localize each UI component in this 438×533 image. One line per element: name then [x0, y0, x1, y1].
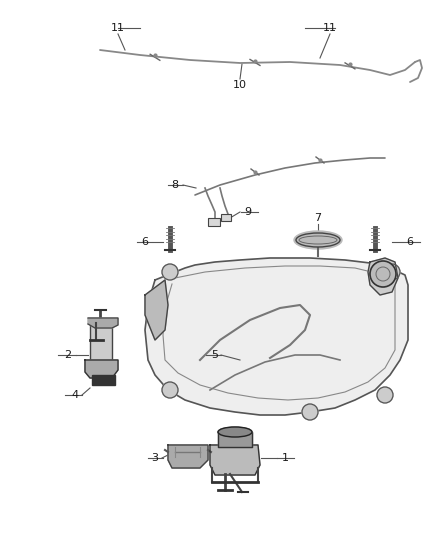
Text: 8: 8 — [171, 180, 179, 190]
Circle shape — [302, 404, 318, 420]
Text: 1: 1 — [282, 453, 289, 463]
Circle shape — [370, 261, 396, 287]
Text: 11: 11 — [323, 23, 337, 33]
Text: 9: 9 — [244, 207, 251, 217]
Polygon shape — [168, 445, 208, 468]
Polygon shape — [218, 432, 252, 447]
Polygon shape — [85, 360, 118, 378]
Polygon shape — [88, 318, 118, 328]
Polygon shape — [145, 258, 408, 415]
Circle shape — [377, 387, 393, 403]
Circle shape — [384, 264, 400, 280]
Ellipse shape — [218, 427, 252, 437]
Text: 5: 5 — [212, 350, 219, 360]
Polygon shape — [368, 258, 398, 295]
Text: 3: 3 — [152, 453, 159, 463]
Bar — [221, 214, 231, 221]
Circle shape — [162, 264, 178, 280]
Ellipse shape — [294, 231, 342, 249]
Bar — [208, 218, 220, 226]
Polygon shape — [145, 280, 168, 340]
Text: 2: 2 — [64, 350, 71, 360]
Text: 4: 4 — [71, 390, 78, 400]
Bar — [90, 320, 112, 375]
Polygon shape — [92, 375, 115, 385]
Text: 11: 11 — [111, 23, 125, 33]
Text: 6: 6 — [406, 237, 413, 247]
Text: 10: 10 — [233, 80, 247, 90]
Text: 7: 7 — [314, 213, 321, 223]
Polygon shape — [210, 445, 260, 475]
Text: 6: 6 — [141, 237, 148, 247]
Circle shape — [162, 382, 178, 398]
